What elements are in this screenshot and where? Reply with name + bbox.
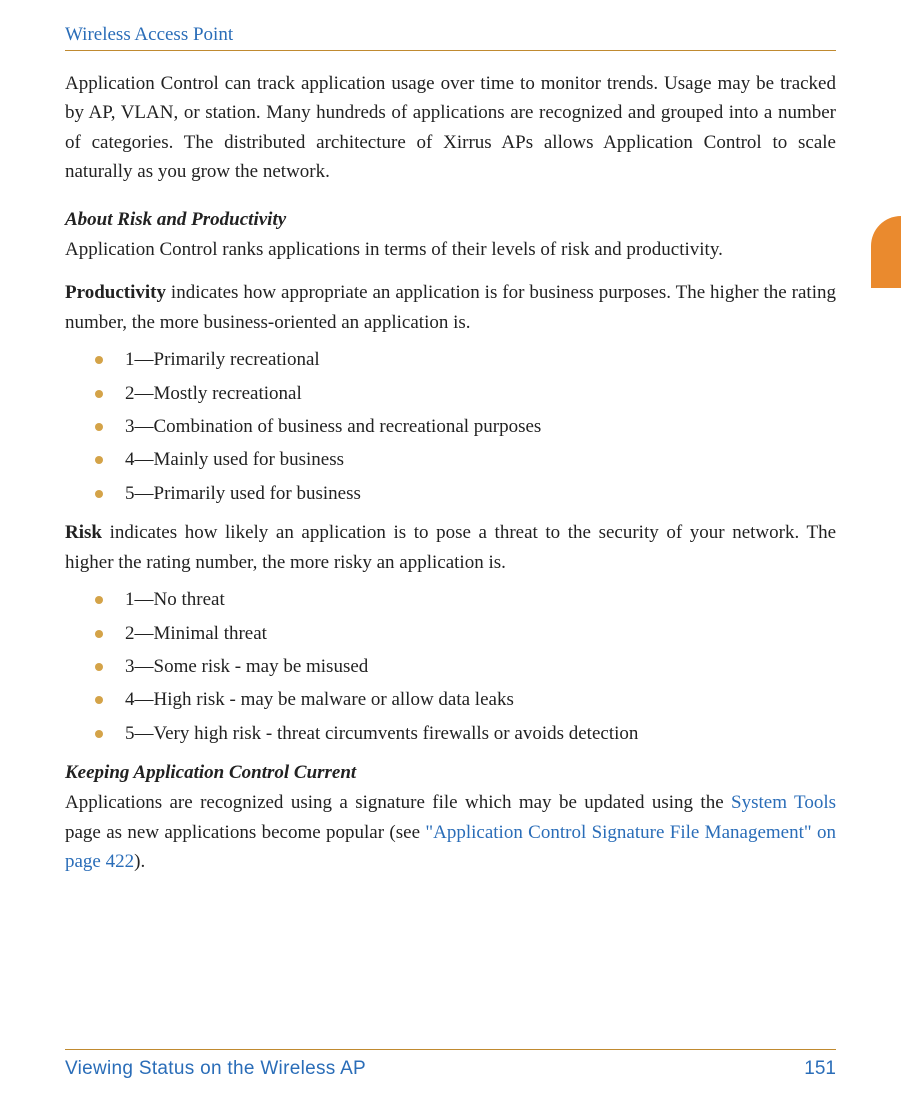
intro-paragraph: Application Control can track applicatio…: [65, 69, 836, 187]
footer-section-title: Viewing Status on the Wireless AP: [65, 1058, 366, 1080]
risk-list: 1—No threat 2—Minimal threat 3—Some risk…: [65, 585, 836, 748]
link-system-tools[interactable]: System Tools: [731, 792, 836, 813]
risk-term: Risk: [65, 522, 102, 543]
productivity-lead-rest: indicates how appropriate an application…: [65, 282, 836, 332]
productivity-list: 1—Primarily recreational 2—Mostly recrea…: [65, 345, 836, 508]
footer-page-number: 151: [804, 1058, 836, 1080]
section2-post: ).: [134, 851, 145, 872]
list-item: 5—Primarily used for business: [65, 479, 836, 508]
risk-lead-rest: indicates how likely an application is t…: [65, 522, 836, 572]
page-footer: Viewing Status on the Wireless AP 151: [65, 1049, 836, 1080]
section2-mid: page as new applications become popular …: [65, 822, 425, 843]
list-item: 4—Mainly used for business: [65, 445, 836, 474]
list-item: 5—Very high risk - threat circumvents fi…: [65, 719, 836, 748]
list-item: 1—Primarily recreational: [65, 345, 836, 374]
productivity-lead: Productivity indicates how appropriate a…: [65, 278, 836, 337]
list-item: 1—No threat: [65, 585, 836, 614]
list-item: 2—Mostly recreational: [65, 379, 836, 408]
section2-pre: Applications are recognized using a sign…: [65, 792, 731, 813]
productivity-term: Productivity: [65, 282, 166, 303]
section2-para: Applications are recognized using a sign…: [65, 788, 836, 876]
section-heading-keeping-current: Keeping Application Control Current: [65, 762, 836, 784]
page-content: Wireless Access Point Application Contro…: [0, 0, 901, 877]
section1-para1: Application Control ranks applications i…: [65, 235, 836, 264]
section-heading-risk-productivity: About Risk and Productivity: [65, 209, 836, 231]
list-item: 4—High risk - may be malware or allow da…: [65, 685, 836, 714]
list-item: 3—Combination of business and recreation…: [65, 412, 836, 441]
list-item: 3—Some risk - may be misused: [65, 652, 836, 681]
page-header-title: Wireless Access Point: [65, 24, 836, 51]
list-item: 2—Minimal threat: [65, 619, 836, 648]
risk-lead: Risk indicates how likely an application…: [65, 518, 836, 577]
